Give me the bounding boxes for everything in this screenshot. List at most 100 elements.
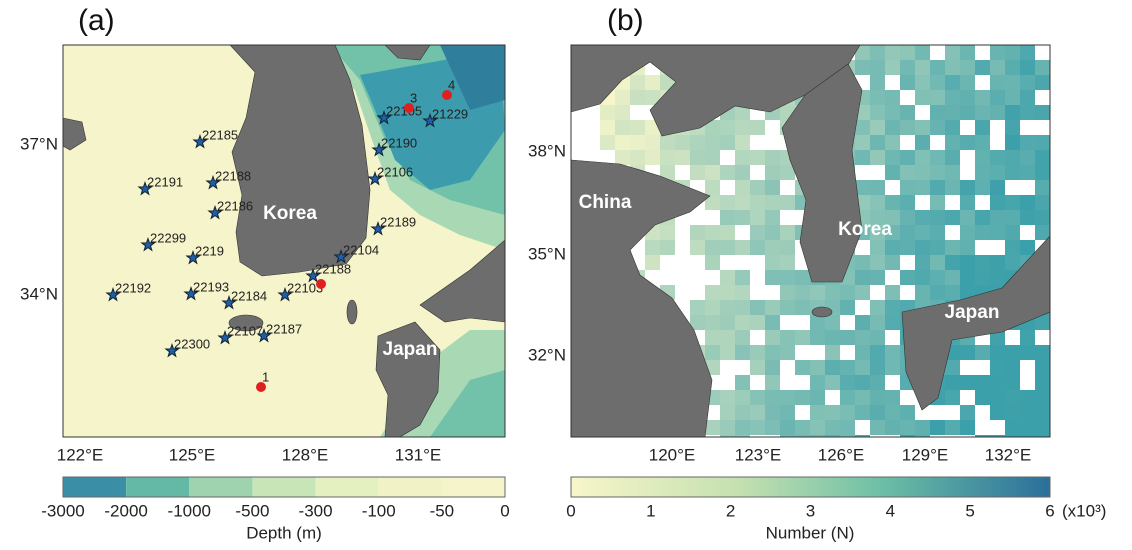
cell: [1005, 210, 1020, 225]
cell: [810, 285, 825, 300]
cell: [915, 180, 930, 195]
cell: [915, 420, 930, 435]
cell: [870, 330, 885, 345]
cell: [1005, 135, 1020, 150]
cell: [780, 300, 795, 315]
cell: [945, 165, 960, 180]
cell: [735, 180, 750, 195]
place-label: Korea: [263, 203, 317, 224]
cell: [720, 300, 735, 315]
cell: [870, 60, 885, 75]
cell: [855, 270, 870, 285]
cell: [900, 120, 915, 135]
cell: [960, 270, 975, 285]
cell: [855, 345, 870, 360]
colorbar-segment: [316, 477, 379, 497]
cell: [885, 150, 900, 165]
cell: [900, 225, 915, 240]
cell: [825, 375, 840, 390]
cell: [1005, 225, 1020, 240]
cell: [660, 150, 675, 165]
colorbar-tick-label: -300: [299, 501, 333, 520]
cell: [990, 90, 1005, 105]
cell: [765, 195, 780, 210]
cell: [885, 195, 900, 210]
cell: [705, 180, 720, 195]
cell: [675, 150, 690, 165]
station-label: 22188: [215, 168, 251, 183]
cell: [855, 405, 870, 420]
cell: [825, 345, 840, 360]
cell: [1005, 360, 1020, 375]
cell: [930, 255, 945, 270]
cell: [780, 270, 795, 285]
cell: [705, 225, 720, 240]
cell: [720, 225, 735, 240]
cell: [1035, 165, 1050, 180]
cell: [885, 240, 900, 255]
cell: [780, 420, 795, 435]
cell: [810, 420, 825, 435]
cell: [690, 300, 705, 315]
cell: [915, 45, 930, 60]
cell: [870, 375, 885, 390]
cell: [960, 225, 975, 240]
cell: [645, 240, 660, 255]
cell: [945, 255, 960, 270]
cell: [750, 150, 765, 165]
cell: [765, 375, 780, 390]
cell: [915, 75, 930, 90]
lat-tick-label: 35°N: [528, 244, 566, 263]
cell: [840, 360, 855, 375]
cell: [990, 360, 1005, 375]
cell: [855, 285, 870, 300]
cell: [885, 105, 900, 120]
cell: [705, 135, 720, 150]
cell: [735, 405, 750, 420]
cell: [960, 195, 975, 210]
cell: [990, 165, 1005, 180]
station-label: 22187: [266, 321, 302, 336]
cell: [885, 315, 900, 330]
cell: [705, 315, 720, 330]
cell: [990, 270, 1005, 285]
cell: [870, 105, 885, 120]
colorbar-tick-label: 5: [965, 501, 974, 520]
cell: [765, 360, 780, 375]
cell: [1020, 75, 1035, 90]
cell: [930, 150, 945, 165]
cell: [855, 255, 870, 270]
station-label: 22300: [174, 336, 210, 351]
cell: [975, 150, 990, 165]
cell: [990, 345, 1005, 360]
lat-tick-label: 38°N: [528, 141, 566, 160]
map-a: [63, 45, 505, 437]
cell: [990, 45, 1005, 60]
cell: [780, 240, 795, 255]
cell: [960, 375, 975, 390]
cell: [930, 165, 945, 180]
cell: [855, 315, 870, 330]
cell: [795, 420, 810, 435]
cell: [735, 150, 750, 165]
cell: [765, 390, 780, 405]
buoy-label: 4: [448, 77, 455, 92]
cell: [915, 225, 930, 240]
cell: [720, 195, 735, 210]
cell: [1020, 405, 1035, 420]
station-label: 22193: [193, 279, 229, 294]
cell: [885, 135, 900, 150]
lat-tick-label: 34°N: [20, 284, 58, 303]
cell: [750, 180, 765, 195]
cell: [870, 150, 885, 165]
buoy-marker: [316, 279, 326, 289]
colorbar-label: Depth (m): [246, 523, 322, 542]
cell: [825, 420, 840, 435]
cell: [765, 270, 780, 285]
colorbar-tick-label: -1000: [168, 501, 211, 520]
cell: [945, 75, 960, 90]
cell: [735, 345, 750, 360]
cell: [870, 390, 885, 405]
cell: [720, 315, 735, 330]
cell: [690, 240, 705, 255]
